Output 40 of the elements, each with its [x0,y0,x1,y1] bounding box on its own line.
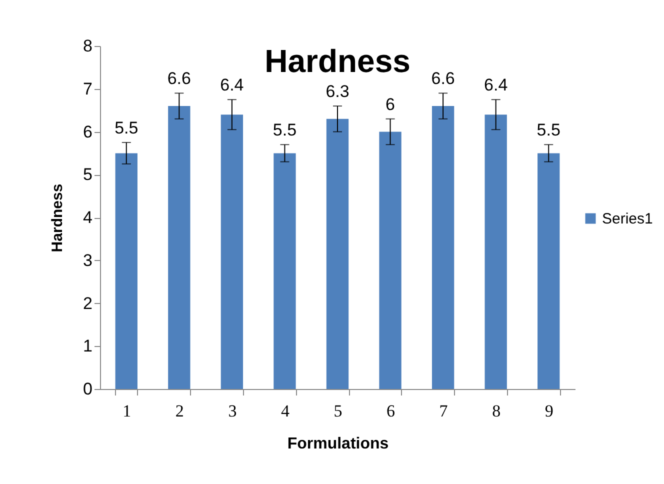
y-axis-title: Hardness [49,184,66,252]
data-label: 6.6 [431,69,455,88]
y-tick-label: 8 [83,36,92,56]
data-label: 6.4 [220,76,244,95]
bar [168,106,190,389]
x-tick-label: 2 [175,402,184,420]
y-tick-label: 5 [83,165,92,184]
y-tick-label: 7 [83,79,92,98]
y-tick-label: 4 [83,208,92,227]
bar [220,114,244,389]
y-tick-label: 1 [83,336,92,356]
bar [274,153,296,389]
bar [379,132,402,389]
y-tick-label: 0 [83,380,92,398]
data-label: 6.3 [326,82,350,102]
data-label: 5.5 [114,118,138,138]
y-tick-label: 2 [83,294,92,313]
data-label: 6.4 [484,76,508,95]
legend-label: Series1 [602,210,653,228]
bar [432,106,454,389]
data-label: 5.5 [536,120,560,140]
chart-title: Hardness [264,43,410,79]
bar [484,114,507,389]
x-tick-label: 8 [492,402,501,420]
data-label: 6.6 [167,69,191,88]
x-tick-label: 5 [334,402,342,420]
data-label: 5.5 [272,120,297,140]
x-tick-label: 7 [439,402,448,420]
bar [115,153,138,389]
x-tick-label: 6 [386,402,396,420]
x-tick-label: 9 [544,402,554,420]
data-label: 6 [386,94,396,114]
y-tick-label: 3 [83,250,92,270]
x-tick-label: 3 [228,402,237,420]
bar [326,118,349,389]
x-axis-title: Formulations [287,436,389,452]
y-tick-label: 6 [83,122,92,142]
x-tick-label: 4 [280,402,290,420]
bar [538,153,560,389]
x-tick-label: 1 [122,402,132,420]
